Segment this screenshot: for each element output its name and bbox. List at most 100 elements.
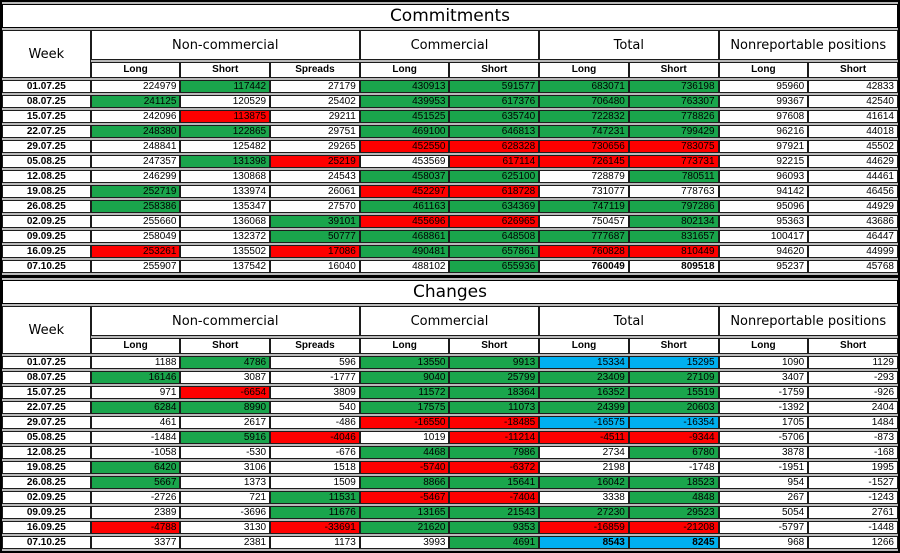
value-cell[interactable]: 799429 xyxy=(628,125,719,138)
value-cell[interactable]: 258386 xyxy=(90,200,181,213)
value-cell[interactable]: 617114 xyxy=(449,155,540,168)
value-cell[interactable]: 461 xyxy=(90,416,181,429)
value-cell[interactable]: 1090 xyxy=(718,356,809,369)
value-cell[interactable]: 99367 xyxy=(718,95,809,108)
value-cell[interactable]: 731077 xyxy=(539,185,629,198)
week-cell[interactable]: 16.09.25 xyxy=(2,521,91,534)
value-cell[interactable]: -5706 xyxy=(718,431,809,444)
value-cell[interactable]: 258049 xyxy=(90,230,181,243)
week-cell[interactable]: 01.07.25 xyxy=(2,80,91,93)
value-cell[interactable]: 43686 xyxy=(808,215,898,228)
value-cell[interactable]: 455696 xyxy=(359,215,450,228)
value-cell[interactable]: 3878 xyxy=(718,446,809,459)
value-cell[interactable]: 468861 xyxy=(359,230,450,243)
value-cell[interactable]: 122865 xyxy=(180,125,271,138)
value-cell[interactable]: 730656 xyxy=(539,140,629,153)
value-cell[interactable]: 11572 xyxy=(359,386,450,399)
value-cell[interactable]: 44999 xyxy=(808,245,898,258)
value-cell[interactable]: 1705 xyxy=(718,416,809,429)
value-cell[interactable]: 24399 xyxy=(539,401,629,414)
value-cell[interactable]: 94620 xyxy=(718,245,809,258)
value-cell[interactable]: 133974 xyxy=(180,185,271,198)
value-cell[interactable]: 50777 xyxy=(270,230,360,243)
value-cell[interactable]: 18364 xyxy=(449,386,540,399)
value-cell[interactable]: 96093 xyxy=(718,170,809,183)
value-cell[interactable]: 21543 xyxy=(449,506,540,519)
value-cell[interactable]: 11073 xyxy=(449,401,540,414)
value-cell[interactable]: 23409 xyxy=(539,371,629,384)
value-cell[interactable]: 2617 xyxy=(180,416,271,429)
value-cell[interactable]: 747119 xyxy=(539,200,629,213)
value-cell[interactable]: 452550 xyxy=(359,140,450,153)
value-cell[interactable]: 44929 xyxy=(808,200,898,213)
value-cell[interactable]: 648508 xyxy=(449,230,540,243)
value-cell[interactable]: 16352 xyxy=(539,386,629,399)
value-cell[interactable]: 777687 xyxy=(539,230,629,243)
value-cell[interactable]: 760049 xyxy=(539,260,629,273)
value-cell[interactable]: 968 xyxy=(718,536,809,549)
value-cell[interactable]: 5667 xyxy=(90,476,181,489)
value-cell[interactable]: 721 xyxy=(180,491,271,504)
value-cell[interactable]: 3377 xyxy=(90,536,181,549)
value-cell[interactable]: 45502 xyxy=(808,140,898,153)
value-cell[interactable]: -5467 xyxy=(359,491,450,504)
week-cell[interactable]: 22.07.25 xyxy=(2,401,91,414)
value-cell[interactable]: 113875 xyxy=(180,110,271,123)
value-cell[interactable]: 44461 xyxy=(808,170,898,183)
value-cell[interactable]: -873 xyxy=(808,431,898,444)
value-cell[interactable]: 4468 xyxy=(359,446,450,459)
value-cell[interactable]: 25402 xyxy=(270,95,360,108)
value-cell[interactable]: 831657 xyxy=(628,230,719,243)
value-cell[interactable]: 657861 xyxy=(449,245,540,258)
value-cell[interactable]: 29751 xyxy=(270,125,360,138)
value-cell[interactable]: 95096 xyxy=(718,200,809,213)
value-cell[interactable]: 13165 xyxy=(359,506,450,519)
value-cell[interactable]: 100417 xyxy=(718,230,809,243)
value-cell[interactable]: 9040 xyxy=(359,371,450,384)
value-cell[interactable]: -7404 xyxy=(449,491,540,504)
value-cell[interactable]: 1019 xyxy=(359,431,450,444)
value-cell[interactable]: -926 xyxy=(808,386,898,399)
value-cell[interactable]: 5916 xyxy=(180,431,271,444)
value-cell[interactable]: 469100 xyxy=(359,125,450,138)
week-cell[interactable]: 02.09.25 xyxy=(2,491,91,504)
value-cell[interactable]: -530 xyxy=(180,446,271,459)
value-cell[interactable]: 132372 xyxy=(180,230,271,243)
value-cell[interactable]: 15641 xyxy=(449,476,540,489)
value-cell[interactable]: -6654 xyxy=(180,386,271,399)
value-cell[interactable]: 17086 xyxy=(270,245,360,258)
week-cell[interactable]: 08.07.25 xyxy=(2,371,91,384)
value-cell[interactable]: 635740 xyxy=(449,110,540,123)
value-cell[interactable]: -6372 xyxy=(449,461,540,474)
value-cell[interactable]: -16575 xyxy=(539,416,629,429)
value-cell[interactable]: 2404 xyxy=(808,401,898,414)
value-cell[interactable]: 451525 xyxy=(359,110,450,123)
value-cell[interactable]: 9913 xyxy=(449,356,540,369)
week-cell[interactable]: 05.08.25 xyxy=(2,431,91,444)
value-cell[interactable]: 42833 xyxy=(808,80,898,93)
value-cell[interactable]: 45768 xyxy=(808,260,898,273)
value-cell[interactable]: -676 xyxy=(270,446,360,459)
week-cell[interactable]: 05.08.25 xyxy=(2,155,91,168)
value-cell[interactable]: 46456 xyxy=(808,185,898,198)
value-cell[interactable]: 453569 xyxy=(359,155,450,168)
week-cell[interactable]: 12.08.25 xyxy=(2,170,91,183)
value-cell[interactable]: 29211 xyxy=(270,110,360,123)
week-cell[interactable]: 07.10.25 xyxy=(2,260,91,273)
week-cell[interactable]: 15.07.25 xyxy=(2,110,91,123)
value-cell[interactable]: 27570 xyxy=(270,200,360,213)
value-cell[interactable]: 15519 xyxy=(628,386,719,399)
value-cell[interactable]: 736198 xyxy=(628,80,719,93)
value-cell[interactable]: 490481 xyxy=(359,245,450,258)
value-cell[interactable]: 27109 xyxy=(628,371,719,384)
value-cell[interactable]: 6780 xyxy=(628,446,719,459)
value-cell[interactable]: 646813 xyxy=(449,125,540,138)
value-cell[interactable]: 810449 xyxy=(628,245,719,258)
value-cell[interactable]: -21208 xyxy=(628,521,719,534)
value-cell[interactable]: 16146 xyxy=(90,371,181,384)
value-cell[interactable]: -4788 xyxy=(90,521,181,534)
value-cell[interactable]: 44629 xyxy=(808,155,898,168)
value-cell[interactable]: 2734 xyxy=(539,446,629,459)
value-cell[interactable]: 25799 xyxy=(449,371,540,384)
value-cell[interactable]: 461163 xyxy=(359,200,450,213)
